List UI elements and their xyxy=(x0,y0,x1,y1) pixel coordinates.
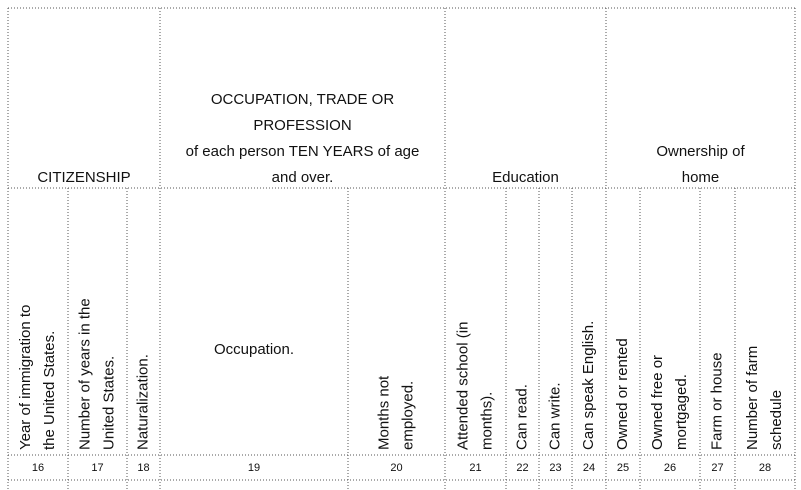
column-header: Naturalization. xyxy=(134,354,151,450)
column-number: 19 xyxy=(248,462,260,474)
column-number: 24 xyxy=(583,462,595,474)
column-number: 18 xyxy=(137,462,149,474)
column-number: 17 xyxy=(91,462,103,474)
column-number: 20 xyxy=(390,462,402,474)
column-header: Can speak English. xyxy=(580,321,597,450)
column-header: Attended school (in xyxy=(454,322,471,450)
column-header: Year of immigration to xyxy=(17,305,34,450)
column-header: the United States. xyxy=(41,331,58,450)
group-header: home xyxy=(682,169,720,186)
column-header: months). xyxy=(478,392,495,450)
column-header: Owned or rented xyxy=(614,338,631,450)
column-number: 25 xyxy=(617,462,629,474)
column-number: 21 xyxy=(469,462,481,474)
group-header: PROFESSION xyxy=(253,117,351,134)
group-header: Education xyxy=(492,169,559,186)
column-header: Can read. xyxy=(513,384,530,450)
column-header: employed. xyxy=(399,381,416,450)
column-number: 28 xyxy=(759,462,771,474)
group-header: CITIZENSHIP xyxy=(37,169,130,186)
group-header: Ownership of xyxy=(656,143,745,160)
column-number: 22 xyxy=(516,462,528,474)
column-header: mortgaged. xyxy=(673,374,690,450)
column-header: Months not xyxy=(375,375,392,450)
group-header: and over. xyxy=(272,169,334,186)
column-header: Number of farm xyxy=(744,346,761,450)
column-number: 23 xyxy=(549,462,561,474)
column-header: schedule xyxy=(768,390,785,450)
group-header: OCCUPATION, TRADE OR xyxy=(211,91,395,108)
column-header: Farm or house xyxy=(708,352,725,450)
column-number: 26 xyxy=(664,462,676,474)
column-header: Owned free or xyxy=(649,355,666,450)
column-header: Can write. xyxy=(546,382,563,450)
column-header: United States. xyxy=(100,356,117,450)
column-number: 16 xyxy=(32,462,44,474)
column-header: Occupation. xyxy=(214,341,294,358)
group-header: of each person TEN YEARS of age xyxy=(186,143,420,160)
column-number: 27 xyxy=(711,462,723,474)
column-header: Number of years in the xyxy=(76,298,93,450)
